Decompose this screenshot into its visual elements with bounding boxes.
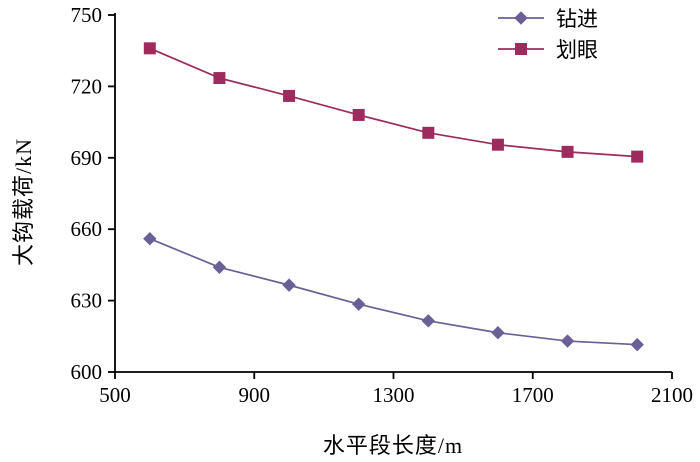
marker-series-0 [421,314,436,328]
y-tick-label: 660 [71,217,103,241]
marker-series-0 [491,326,505,340]
y-tick-label: 690 [71,146,103,170]
x-tick-label: 1700 [512,383,554,407]
marker-series-1 [491,138,504,151]
y-tick-label: 720 [71,74,103,98]
marker-series-1 [352,108,365,121]
marker-series-1 [213,72,226,85]
legend-marker-1 [515,43,527,55]
marker-series-0 [351,297,366,311]
x-axis-label: 水平段长度/m [322,433,464,458]
marker-series-1 [143,42,156,55]
marker-series-0 [143,232,157,246]
marker-series-1 [283,89,296,102]
marker-series-1 [561,145,574,158]
legend-label-0: 钻进 [556,7,598,31]
marker-series-0 [630,337,644,352]
marker-series-1 [422,126,435,139]
marker-series-0 [560,334,575,348]
series-line-0 [149,237,638,346]
legend-label-1: 划眼 [556,38,598,62]
series-line-1 [149,47,638,158]
y-tick-label: 750 [71,3,103,27]
y-tick-label: 600 [71,360,103,384]
x-tick-label: 500 [99,383,131,407]
x-tick-label: 1300 [373,383,415,407]
marker-series-0 [282,278,296,292]
y-tick-label: 630 [71,289,103,313]
y-axis-label: 大钩载荷/kN [11,138,36,267]
marker-series-1 [631,150,644,163]
x-tick-label: 900 [239,383,271,407]
legend-marker-0 [514,11,528,25]
x-tick-label: 2100 [651,383,693,407]
marker-series-0 [212,260,227,274]
